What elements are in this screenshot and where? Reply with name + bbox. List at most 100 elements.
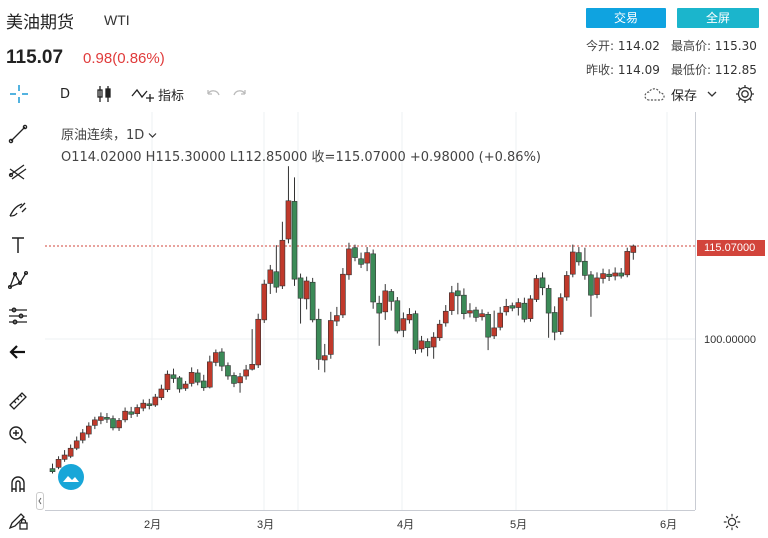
- candle-body: [370, 253, 376, 303]
- measure-tool[interactable]: [5, 388, 31, 414]
- candle: [122, 407, 128, 423]
- pattern-tool[interactable]: [5, 267, 31, 293]
- candle: [164, 370, 171, 393]
- candle-body: [291, 201, 298, 280]
- lock-drawing-tool[interactable]: [5, 507, 31, 533]
- candle-body: [309, 281, 316, 321]
- magnet-tool[interactable]: [5, 472, 31, 498]
- chart-symbol-label[interactable]: 原油连续，1D: [61, 124, 157, 143]
- redo-button[interactable]: [232, 83, 248, 105]
- candle-body: [394, 300, 401, 332]
- indicators-button[interactable]: 指标: [131, 83, 184, 105]
- candle-body: [442, 310, 449, 324]
- candle: [309, 277, 316, 323]
- candle-body: [273, 271, 280, 288]
- candle: [582, 247, 588, 280]
- candle-body: [61, 454, 68, 460]
- candle: [624, 247, 631, 278]
- chart-type-button[interactable]: [96, 83, 112, 105]
- trend-line-tool[interactable]: [5, 121, 31, 147]
- candle: [249, 329, 255, 371]
- position-tool[interactable]: [5, 303, 31, 329]
- candle: [140, 399, 147, 412]
- indicators-label: 指标: [158, 88, 185, 104]
- candle: [557, 293, 564, 335]
- candle-body: [321, 355, 328, 361]
- candle: [479, 309, 485, 321]
- candle: [134, 404, 140, 417]
- time-axis[interactable]: [45, 510, 695, 538]
- candle-body: [237, 376, 243, 384]
- candle: [563, 271, 570, 301]
- price-axis[interactable]: [695, 112, 768, 510]
- brush-tool[interactable]: [5, 196, 31, 222]
- crosshair-button[interactable]: [8, 83, 30, 105]
- undo-button[interactable]: [205, 83, 221, 105]
- price-change: 0.98(0.86%): [83, 50, 165, 67]
- candle: [430, 332, 437, 359]
- candle: [213, 349, 219, 367]
- ruler-icon: [9, 392, 27, 410]
- last-price-tag: 115.07000: [697, 240, 765, 256]
- text-tool[interactable]: [5, 232, 31, 258]
- candle-body: [612, 272, 618, 277]
- chart-area[interactable]: [45, 112, 695, 510]
- candle-body: [527, 298, 534, 319]
- candle-body: [104, 417, 110, 420]
- candle: [237, 372, 243, 393]
- candle-body: [545, 288, 552, 314]
- candle: [285, 166, 292, 244]
- candle: [394, 297, 401, 334]
- candle: [382, 284, 389, 320]
- candle-body: [200, 380, 207, 389]
- save-button[interactable]: 保存: [643, 83, 717, 105]
- candle-body: [98, 416, 104, 421]
- zoom-tool[interactable]: [5, 422, 31, 448]
- candle-body: [412, 313, 419, 350]
- candle: [491, 310, 497, 339]
- candle: [261, 279, 268, 323]
- candle: [200, 374, 207, 391]
- candle: [436, 319, 443, 341]
- magnet-icon: [11, 476, 25, 492]
- candle: [515, 298, 522, 316]
- candle-body: [424, 341, 431, 348]
- candle-body: [164, 373, 171, 390]
- panel-collapse-handle[interactable]: [36, 492, 44, 510]
- candle-body: [267, 269, 274, 284]
- time-axis-settings-button[interactable]: [722, 512, 744, 534]
- back-tool[interactable]: [5, 339, 31, 365]
- candle: [618, 268, 625, 279]
- candle-body: [521, 302, 528, 320]
- candle-body: [152, 396, 159, 406]
- candle-body: [170, 374, 177, 379]
- fib-tool[interactable]: [5, 159, 31, 185]
- candle-body: [418, 340, 425, 350]
- chevron-down-icon: [148, 128, 157, 143]
- prev-close-value: 114.09: [617, 63, 660, 77]
- candle-body: [455, 290, 461, 297]
- candle-body: [624, 251, 631, 276]
- candle-body: [606, 273, 612, 277]
- candle: [527, 295, 534, 322]
- candle: [533, 274, 540, 302]
- candle-body: [461, 294, 467, 314]
- fullscreen-button[interactable]: 全屏: [677, 8, 759, 28]
- trade-button[interactable]: 交易: [586, 8, 666, 28]
- candle: [600, 268, 606, 284]
- candle: [606, 269, 612, 281]
- interval-button[interactable]: D: [60, 86, 71, 102]
- candle-body: [467, 310, 473, 314]
- settings-button[interactable]: [734, 83, 756, 105]
- candle: [442, 305, 449, 327]
- candle: [364, 247, 370, 272]
- candle-body: [497, 312, 504, 328]
- candle: [297, 273, 304, 324]
- candle-body: [576, 252, 582, 263]
- price-tick-label: 100.00000: [704, 334, 756, 346]
- candle: [194, 369, 201, 386]
- candle-body: [376, 302, 383, 314]
- candlestick-chart[interactable]: [45, 112, 695, 510]
- low-value: 112.85: [714, 63, 757, 77]
- candle-body: [92, 419, 98, 426]
